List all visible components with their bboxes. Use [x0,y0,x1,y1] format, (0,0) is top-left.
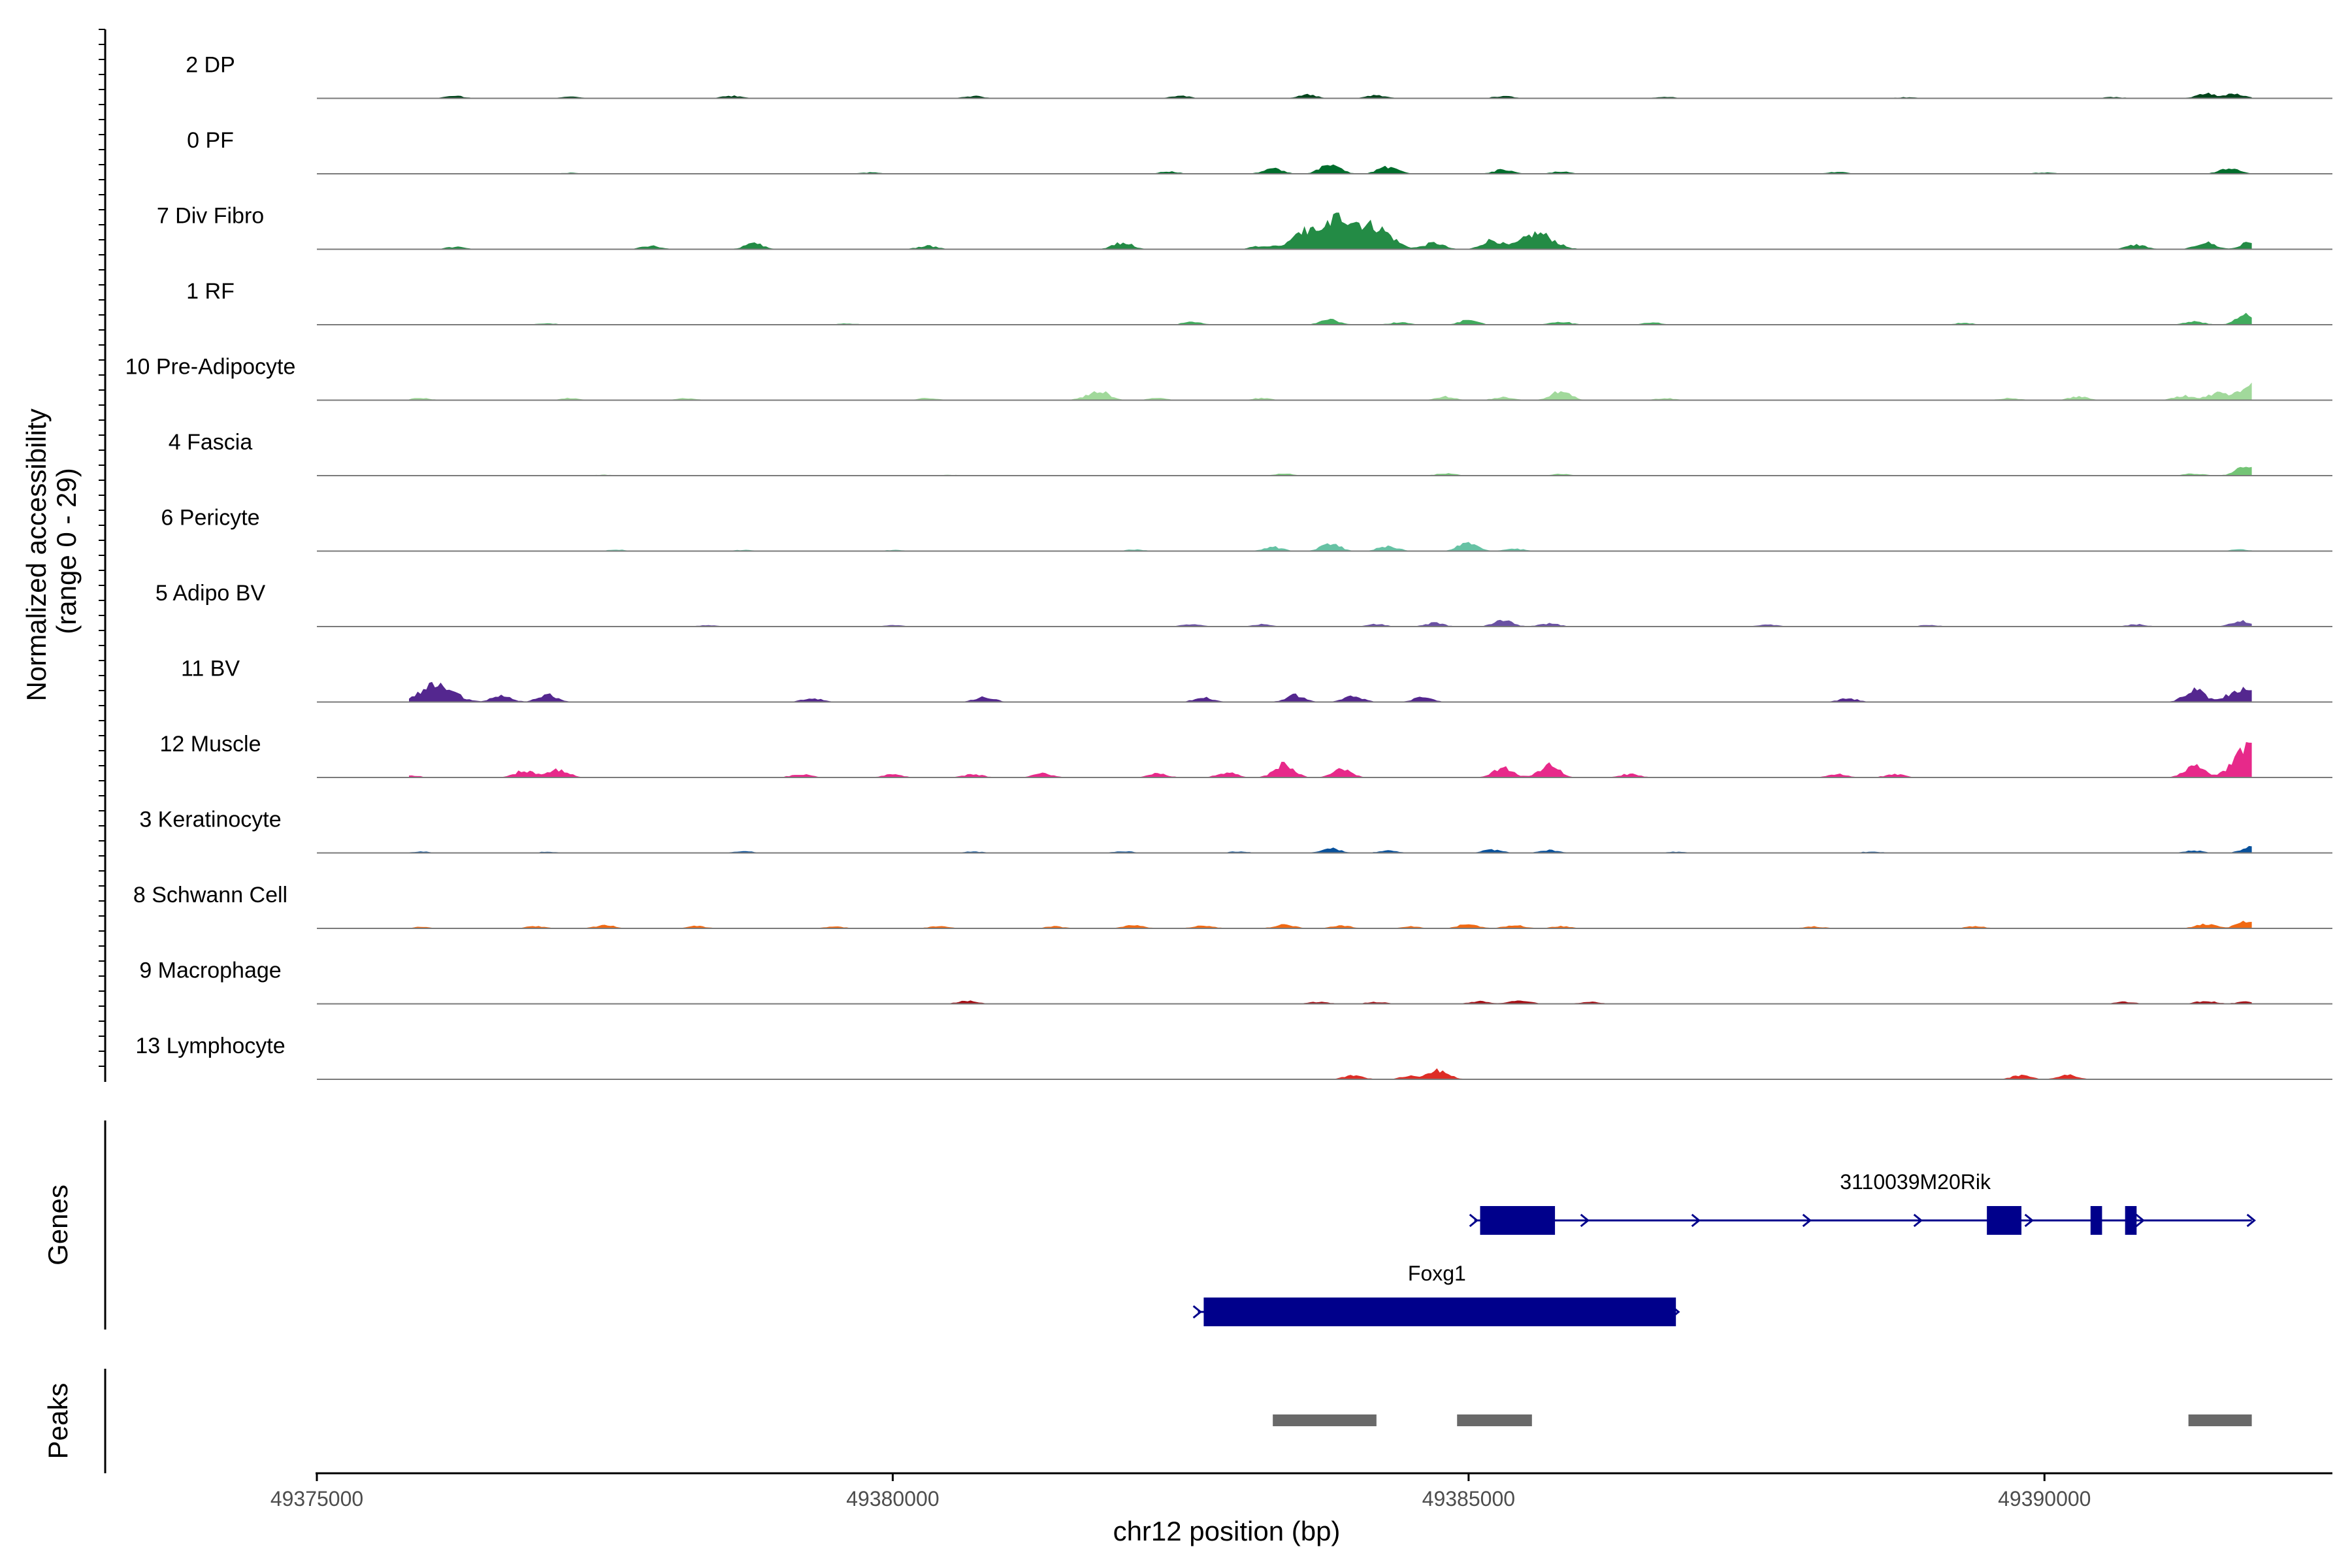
coverage-area [409,681,2252,702]
track-9-macrophage: 9 Macrophage [139,958,2332,1005]
coverage-area [409,845,2252,853]
x-axis-label: chr12 position (bp) [1113,1516,1341,1546]
peak-region [1273,1414,1377,1426]
coverage-area [409,312,2252,325]
gene-name: 3110039M20Rik [1840,1170,1991,1194]
x-axis: 49375000 49380000 49385000 49390000 [270,1472,2332,1511]
coverage-area [409,1000,2252,1004]
exon [1203,1298,1676,1326]
peak-region [1457,1414,1532,1426]
strand-arrow [1192,1305,1202,1319]
track-2-dp: 2 DP [186,53,2332,99]
x-tick-label: 49380000 [846,1487,939,1511]
coverage-tracks: 2 DP 0 PF 7 Div Fibro 1 RF 10 Pre-Adipocyte 4… [125,53,2332,1080]
coverage-area [409,212,2252,250]
coverage-area [409,466,2252,476]
track-label: 12 Muscle [160,732,261,757]
strand-arrow [2024,1213,2034,1228]
track-1-rf: 1 RF [186,279,2332,325]
y-axis [99,29,106,1082]
strand-arrow [2246,1213,2256,1228]
y-axis-label-line2: (range 0 - 29) [51,468,82,634]
track-label: 2 DP [186,53,235,78]
exon [2090,1206,2102,1235]
exon [1987,1206,2022,1235]
exon [2125,1206,2137,1235]
coverage-area [409,619,2252,627]
track-5-adipo-bv: 5 Adipo BV [155,581,2332,627]
track-label: 9 Macrophage [139,958,281,983]
strand-arrow [2135,1213,2145,1228]
track-label: 3 Keratinocyte [139,808,281,832]
coverage-area [409,542,2252,551]
track-8-schwann-cell: 8 Schwann Cell [133,883,2332,929]
strand-arrow [1469,1213,1479,1228]
track-label: 4 Fascia [169,430,253,455]
y-axis-label: Normalized accessibility (range 0 - 29) [21,401,82,702]
track-label: 0 PF [187,128,234,153]
coverage-area [409,742,2252,777]
peaks-panel [104,1369,2252,1473]
gene-name: Foxg1 [1408,1262,1466,1285]
peak-region [2188,1414,2252,1426]
genes-panel-label: Genes [42,1184,73,1266]
coverage-area [409,1068,2252,1079]
track-12-muscle: 12 Muscle [160,732,2332,778]
track-13-lymphocyte: 13 Lymphocyte [135,1034,2332,1080]
coverage-area [409,921,2252,928]
strand-arrow [1913,1213,1923,1228]
track-4-fascia: 4 Fascia [169,430,2332,476]
track-label: 5 Adipo BV [155,581,266,606]
track-10-pre-adipocyte: 10 Pre-Adipocyte [125,355,2332,401]
track-label: 7 Div Fibro [157,204,264,229]
track-3-keratinocyte: 3 Keratinocyte [139,808,2332,854]
track-label: 13 Lymphocyte [135,1034,285,1058]
y-axis-label-line1: Normalized accessibility [21,408,52,701]
exon [1480,1206,1556,1235]
gene-foxg1: Foxg1 [1192,1262,1680,1326]
track-7-div-fibro: 7 Div Fibro [157,204,2332,250]
track-0-pf: 0 PF [187,128,2332,174]
track-label: 11 BV [181,657,240,681]
coverage-area [409,382,2252,400]
coverage-area [409,164,2252,174]
gene-3110039m20rik: 3110039M20Rik [1469,1170,2256,1235]
track-6-pericyte: 6 Pericyte [161,506,2332,552]
x-tick-label: 49385000 [1422,1487,1515,1511]
track-11-bv: 11 BV [181,657,2332,703]
genes-panel: 3110039M20Rik Foxg1 [104,1120,2256,1330]
strand-arrow [1691,1213,1701,1228]
peaks-panel-label: Peaks [42,1383,73,1460]
x-tick-label: 49375000 [270,1487,363,1511]
strand-arrow [1580,1213,1590,1228]
strand-arrow [1802,1213,1812,1228]
coverage-area [409,92,2252,99]
track-label: 1 RF [186,279,235,304]
track-label: 10 Pre-Adipocyte [125,355,296,380]
track-label: 8 Schwann Cell [133,883,287,907]
x-tick-label: 49390000 [1998,1487,2091,1511]
track-label: 6 Pericyte [161,506,259,531]
